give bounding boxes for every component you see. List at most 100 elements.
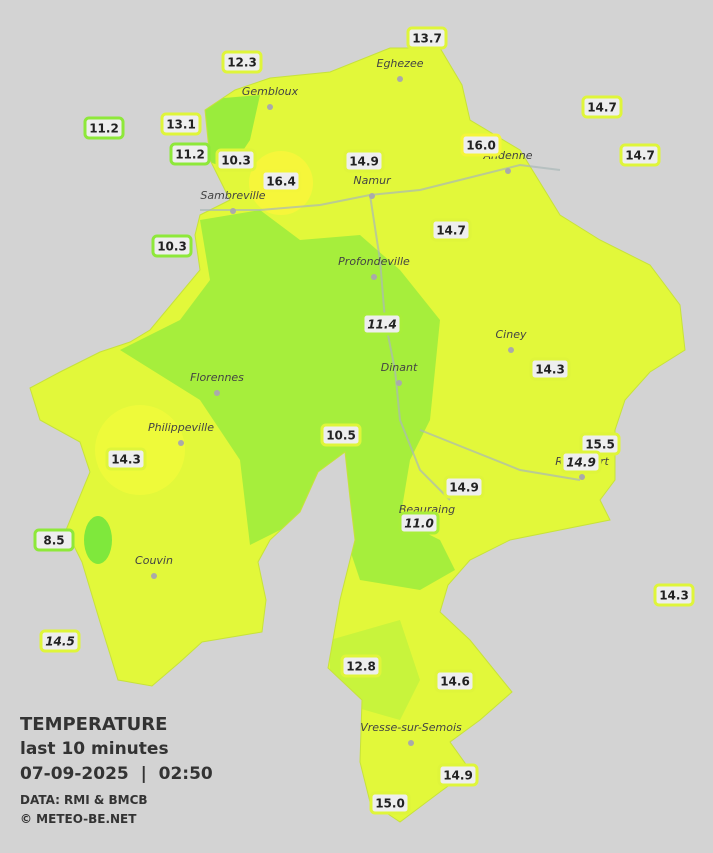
rivers <box>200 163 581 501</box>
station: 14.7 <box>619 143 661 167</box>
town-label: Ciney <box>496 328 527 341</box>
town-dot <box>508 347 514 353</box>
station-value: 14.9 <box>349 155 379 169</box>
station-box <box>653 583 695 607</box>
town-dot <box>397 76 403 82</box>
station: 14.9 <box>437 763 479 787</box>
stations: 13.7 12.3 14.7 11.2 13.1 11.2 10.3 14.9 16.0 14.7… <box>33 26 695 815</box>
town-dot <box>408 740 414 746</box>
town-label: Florennes <box>190 371 244 384</box>
station: 11.2 <box>169 142 211 166</box>
station: 11.4 <box>361 312 403 336</box>
station-box <box>529 357 571 381</box>
legend-source: DATA: RMI & BMCB <box>20 793 148 807</box>
town-dot <box>369 193 375 199</box>
station-box <box>460 133 502 157</box>
legend-copyright: © METEO-BE.NET <box>20 812 137 826</box>
station: 14.9 <box>560 450 602 474</box>
station-box <box>105 447 147 471</box>
station: 15.5 <box>579 432 621 456</box>
legend-datetime: 07-09-2025 | 02:50 <box>20 764 213 784</box>
station: 10.5 <box>320 423 362 447</box>
town-dot <box>579 474 585 480</box>
station-box <box>369 791 411 815</box>
town-label: Philippeville <box>148 421 214 434</box>
station: 16.4 <box>260 169 302 193</box>
station-box <box>221 50 263 74</box>
town-dot <box>230 208 236 214</box>
station-value: 11.0 <box>404 517 434 531</box>
station: 14.7 <box>430 218 472 242</box>
cool-spot <box>84 516 112 564</box>
station-value: 15.5 <box>585 438 615 452</box>
station: 12.8 <box>340 654 382 678</box>
station-box <box>320 423 362 447</box>
station: 13.7 <box>406 26 448 50</box>
cool-zone <box>120 210 455 590</box>
station: 8.5 <box>33 528 75 552</box>
station: 14.7 <box>581 95 623 119</box>
station-value: 14.9 <box>566 456 596 470</box>
town-dot <box>371 274 377 280</box>
station-box <box>406 26 448 50</box>
station: 14.3 <box>653 583 695 607</box>
station: 13.1 <box>160 112 202 136</box>
station: 14.9 <box>443 475 485 499</box>
station: 14.9 <box>343 149 385 173</box>
station-box <box>39 629 81 653</box>
station-box <box>619 143 661 167</box>
station-value: 12.8 <box>346 660 376 674</box>
station-box <box>581 95 623 119</box>
station-box <box>169 142 211 166</box>
station-box <box>437 763 479 787</box>
station-box <box>434 669 476 693</box>
cool-zone <box>200 95 260 170</box>
town-dot <box>214 390 220 396</box>
station-box <box>443 475 485 499</box>
station: 14.3 <box>529 357 571 381</box>
town-dot <box>267 104 273 110</box>
station-value: 14.5 <box>45 635 75 649</box>
station-value: 16.0 <box>466 139 496 153</box>
town-label: Dinant <box>381 361 418 374</box>
station-value: 14.7 <box>436 224 466 238</box>
station-box <box>83 116 125 140</box>
station-value: 13.1 <box>166 118 196 132</box>
station-value: 12.3 <box>227 56 257 70</box>
station-box <box>398 511 440 535</box>
station-value: 10.3 <box>157 240 187 254</box>
station-box <box>260 169 302 193</box>
town-label: Namur <box>353 174 392 187</box>
station: 15.0 <box>369 791 411 815</box>
station: 14.3 <box>105 447 147 471</box>
station-box <box>340 654 382 678</box>
station-value: 16.4 <box>266 175 296 189</box>
station-value: 11.2 <box>89 122 119 136</box>
station: 14.5 <box>39 629 81 653</box>
station-value: 15.0 <box>375 797 405 811</box>
town-label: Profondeville <box>338 255 410 268</box>
station-value: 13.7 <box>412 32 442 46</box>
town-label: Couvin <box>135 554 173 567</box>
station-box <box>560 450 602 474</box>
station-box <box>430 218 472 242</box>
station-value: 11.4 <box>367 318 397 332</box>
station-value: 14.7 <box>587 101 617 115</box>
station: 16.0 <box>460 133 502 157</box>
station-value: 14.6 <box>440 675 470 689</box>
station-box <box>343 149 385 173</box>
station: 11.0 <box>398 511 440 535</box>
town-label: Eghezee <box>377 57 424 70</box>
town-label: Gembloux <box>242 85 299 98</box>
station-value: 14.9 <box>449 481 479 495</box>
station: 10.3 <box>215 148 257 172</box>
station: 11.2 <box>83 116 125 140</box>
station-value: 14.3 <box>659 589 689 603</box>
town-dot <box>396 380 402 386</box>
station: 10.3 <box>151 234 193 258</box>
town-label: Vresse-sur-Semois <box>360 721 462 734</box>
station-box <box>33 528 75 552</box>
station-value: 14.3 <box>535 363 565 377</box>
station-box <box>215 148 257 172</box>
